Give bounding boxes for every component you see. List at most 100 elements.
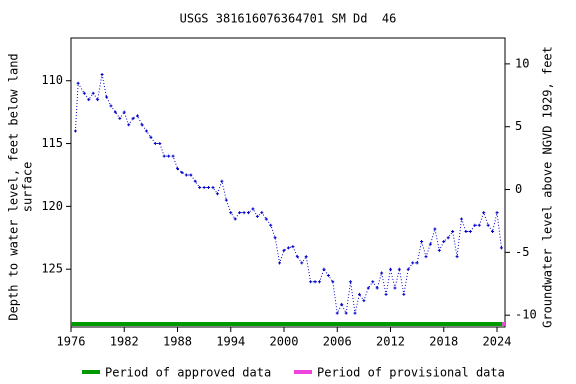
data-point: [193, 179, 197, 183]
data-point: [304, 255, 308, 259]
data-point: [428, 242, 432, 246]
data-point: [171, 154, 175, 158]
data-point: [366, 286, 370, 290]
data-point: [464, 230, 468, 234]
y-label: surface: [21, 162, 35, 213]
data-point: [309, 280, 313, 284]
y2-tick-label: -5: [515, 245, 529, 259]
data-point: [247, 211, 251, 215]
data-point: [76, 81, 80, 85]
data-point: [451, 230, 455, 234]
data-point: [375, 286, 379, 290]
data-point: [198, 186, 202, 190]
data-point: [273, 236, 277, 240]
data-point: [415, 261, 419, 265]
data-point: [144, 129, 148, 133]
y2-label: Groundwater level above NGVD 1929, feet: [541, 46, 555, 328]
data-point: [153, 142, 157, 146]
data-point: [260, 211, 264, 215]
data-point: [202, 186, 206, 190]
data-point: [255, 214, 259, 218]
data-point: [82, 91, 86, 95]
data-point: [402, 292, 406, 296]
period-bar: [71, 322, 503, 326]
data-point: [300, 261, 304, 265]
data-point: [380, 271, 384, 275]
y2-tick-label: 5: [515, 119, 522, 133]
data-point: [91, 91, 95, 95]
data-point: [291, 245, 295, 249]
data-point: [136, 114, 140, 118]
y-label-group: Depth to water level, feet below land su…: [7, 53, 35, 320]
data-point: [220, 179, 224, 183]
data-point: [229, 211, 233, 215]
data-point: [149, 135, 153, 139]
x-tick-label: 1976: [57, 335, 86, 349]
data-point: [189, 173, 193, 177]
data-point: [264, 217, 268, 221]
data-point: [140, 123, 144, 127]
data-point: [389, 267, 393, 271]
data-point: [313, 280, 317, 284]
data-point: [251, 207, 255, 211]
data-point: [357, 292, 361, 296]
data-point: [87, 98, 91, 102]
data-point: [460, 217, 464, 221]
data-point: [162, 154, 166, 158]
data-point: [406, 267, 410, 271]
series-line: [74, 74, 502, 315]
data-point: [238, 211, 242, 215]
data-point: [127, 123, 131, 127]
data-point: [167, 154, 171, 158]
data-point: [118, 116, 122, 120]
data-point: [433, 227, 437, 231]
data-point: [282, 248, 286, 252]
x-tick-label: 2024: [483, 335, 512, 349]
data-point: [224, 198, 228, 202]
data-point: [482, 211, 486, 215]
data-point: [371, 280, 375, 284]
data-point: [73, 129, 77, 133]
y2-tick-label: 0: [515, 182, 522, 196]
data-point: [335, 311, 339, 315]
x-tick-label: 1988: [163, 335, 192, 349]
data-point: [473, 223, 477, 227]
data-point: [491, 230, 495, 234]
x-tick-label: 1982: [110, 335, 139, 349]
data-point: [184, 173, 188, 177]
data-point: [326, 273, 330, 277]
data-point: [100, 72, 104, 76]
y-tick-label: 115: [41, 136, 63, 150]
data-point: [122, 110, 126, 114]
data-point: [437, 248, 441, 252]
data-point: [269, 223, 273, 227]
data-point: [322, 267, 326, 271]
data-point: [233, 217, 237, 221]
data-point: [109, 104, 113, 108]
x-tick-label: 1994: [216, 335, 245, 349]
data-point: [499, 246, 503, 250]
period-bar: [502, 322, 505, 326]
plot-frame: [70, 37, 506, 328]
data-point: [211, 186, 215, 190]
data-point: [420, 240, 424, 244]
data-point: [353, 311, 357, 315]
x-tick-label: 2018: [429, 335, 458, 349]
data-point: [349, 280, 353, 284]
data-point: [180, 170, 184, 174]
chart-title: USGS 381616076364701 SM Dd 46: [180, 12, 397, 26]
data-point: [397, 267, 401, 271]
data-point: [344, 311, 348, 315]
data-point: [278, 261, 282, 265]
data-point: [215, 192, 219, 196]
data-point: [207, 186, 211, 190]
x-tick-label: 2006: [323, 335, 352, 349]
data-point: [362, 299, 366, 303]
data-point: [393, 286, 397, 290]
data-point: [446, 236, 450, 240]
y-tick-label: 120: [41, 199, 63, 213]
data-point: [384, 292, 388, 296]
data-point: [486, 223, 490, 227]
y-tick-label: 110: [41, 73, 63, 87]
